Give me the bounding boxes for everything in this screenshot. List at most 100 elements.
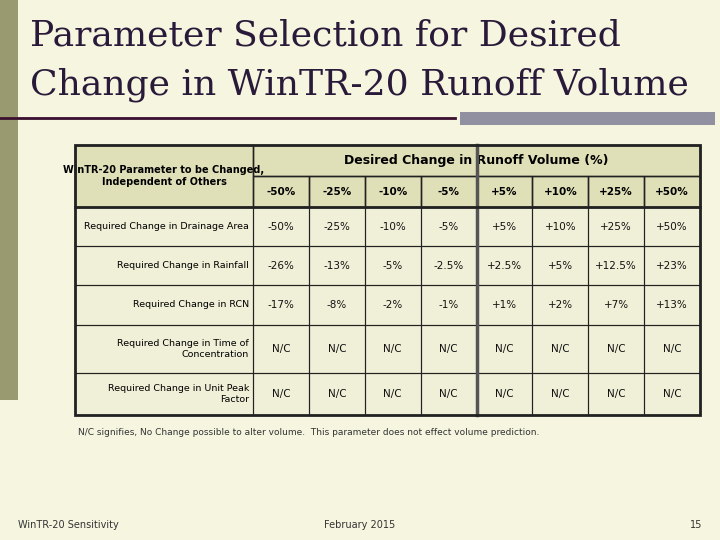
Text: -50%: -50% xyxy=(268,222,294,232)
Bar xyxy=(532,286,588,325)
Text: N/C: N/C xyxy=(328,344,346,354)
Bar xyxy=(365,325,420,373)
Bar xyxy=(75,325,253,373)
Bar xyxy=(420,286,477,325)
Bar xyxy=(365,286,420,325)
Text: +50%: +50% xyxy=(655,187,689,197)
Text: +50%: +50% xyxy=(656,222,688,232)
Bar xyxy=(309,286,365,325)
Text: -26%: -26% xyxy=(268,261,294,271)
Text: -25%: -25% xyxy=(323,222,351,232)
Bar xyxy=(644,325,700,373)
Bar xyxy=(588,246,644,286)
Text: N/C: N/C xyxy=(384,344,402,354)
Text: -5%: -5% xyxy=(438,187,459,197)
Text: N/C: N/C xyxy=(551,344,570,354)
Bar xyxy=(588,286,644,325)
Bar xyxy=(75,145,253,207)
Text: N/C: N/C xyxy=(495,344,514,354)
Text: +25%: +25% xyxy=(599,187,633,197)
Bar xyxy=(477,207,532,246)
Bar xyxy=(365,373,420,415)
Text: +25%: +25% xyxy=(600,222,632,232)
Bar xyxy=(309,325,365,373)
Text: +10%: +10% xyxy=(544,187,577,197)
Bar xyxy=(253,246,309,286)
Bar xyxy=(588,373,644,415)
Bar xyxy=(420,246,477,286)
Bar xyxy=(365,176,420,207)
Text: +2.5%: +2.5% xyxy=(487,261,522,271)
Text: WinTR-20 Parameter to be Changed,
Independent of Others: WinTR-20 Parameter to be Changed, Indepe… xyxy=(63,165,265,187)
Bar xyxy=(309,246,365,286)
Bar xyxy=(477,325,532,373)
Text: Parameter Selection for Desired: Parameter Selection for Desired xyxy=(30,18,621,52)
Text: -17%: -17% xyxy=(268,300,294,310)
Text: N/C: N/C xyxy=(271,389,290,399)
Bar xyxy=(532,286,588,325)
Text: -10%: -10% xyxy=(378,187,408,197)
Text: +12.5%: +12.5% xyxy=(595,261,637,271)
Bar xyxy=(588,286,644,325)
Bar xyxy=(420,325,477,373)
Bar xyxy=(253,325,309,373)
Bar xyxy=(0,0,18,400)
Bar xyxy=(532,246,588,286)
Text: N/C: N/C xyxy=(662,389,681,399)
Bar xyxy=(532,207,588,246)
Bar xyxy=(532,246,588,286)
Bar xyxy=(253,325,309,373)
Text: N/C: N/C xyxy=(271,344,290,354)
Bar xyxy=(532,373,588,415)
Bar xyxy=(365,246,420,286)
Bar xyxy=(253,373,309,415)
Bar xyxy=(253,286,309,325)
Bar xyxy=(644,176,700,207)
Bar xyxy=(420,286,477,325)
Bar xyxy=(588,207,644,246)
Bar xyxy=(253,145,700,176)
Text: N/C: N/C xyxy=(439,344,458,354)
Bar xyxy=(477,373,532,415)
Bar xyxy=(309,176,365,207)
Bar xyxy=(477,373,532,415)
Text: N/C: N/C xyxy=(551,389,570,399)
Text: +5%: +5% xyxy=(491,187,518,197)
Text: +13%: +13% xyxy=(656,300,688,310)
Bar xyxy=(644,176,700,207)
Bar xyxy=(532,325,588,373)
Bar xyxy=(420,207,477,246)
Bar xyxy=(75,246,253,286)
Bar xyxy=(588,246,644,286)
Bar xyxy=(644,286,700,325)
Text: N/C signifies, No Change possible to alter volume.  This parameter does not effe: N/C signifies, No Change possible to alt… xyxy=(78,428,539,437)
Text: Required Change in Drainage Area: Required Change in Drainage Area xyxy=(84,222,249,231)
Bar xyxy=(588,325,644,373)
Bar xyxy=(477,246,532,286)
Text: 15: 15 xyxy=(690,520,702,530)
Text: -8%: -8% xyxy=(327,300,347,310)
Bar xyxy=(253,145,700,176)
Text: -50%: -50% xyxy=(266,187,296,197)
Bar xyxy=(253,373,309,415)
Bar xyxy=(532,207,588,246)
Text: +1%: +1% xyxy=(492,300,517,310)
Bar xyxy=(477,207,532,246)
Bar xyxy=(309,286,365,325)
Text: N/C: N/C xyxy=(662,344,681,354)
Bar xyxy=(253,207,309,246)
Bar xyxy=(644,325,700,373)
Text: -13%: -13% xyxy=(323,261,351,271)
Text: Change in WinTR-20 Runoff Volume: Change in WinTR-20 Runoff Volume xyxy=(30,68,689,103)
Bar xyxy=(420,207,477,246)
Text: +10%: +10% xyxy=(544,222,576,232)
Bar xyxy=(644,373,700,415)
Text: Required Change in Time of
Concentration: Required Change in Time of Concentration xyxy=(117,339,249,359)
Bar xyxy=(309,373,365,415)
Bar xyxy=(253,207,309,246)
Bar xyxy=(309,325,365,373)
Text: +5%: +5% xyxy=(492,222,517,232)
Bar xyxy=(588,373,644,415)
Text: February 2015: February 2015 xyxy=(325,520,395,530)
Text: -2%: -2% xyxy=(382,300,403,310)
